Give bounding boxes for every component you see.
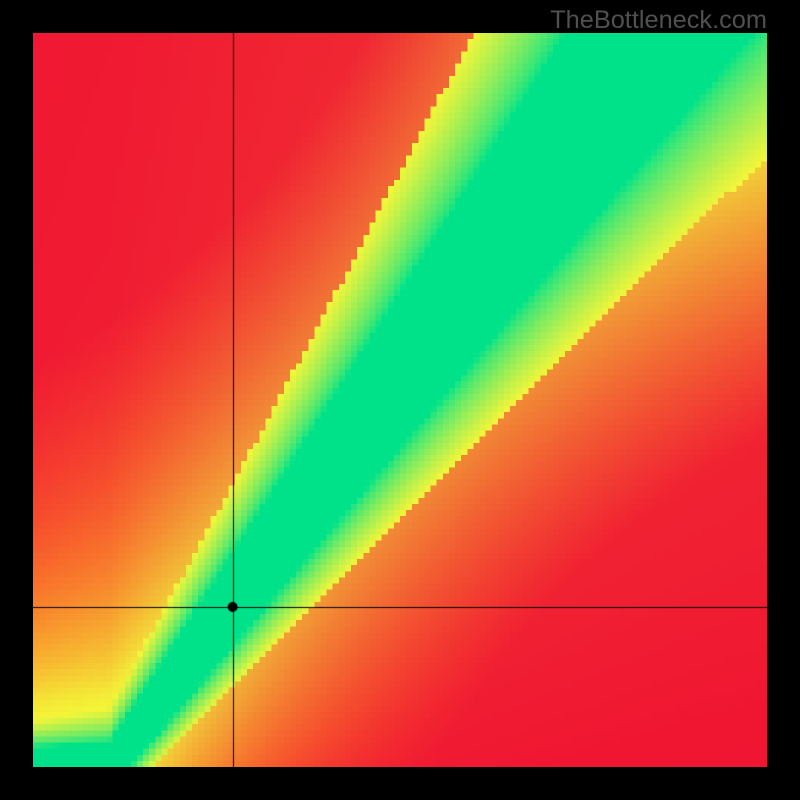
watermark-text: TheBottleneck.com: [550, 6, 767, 35]
crosshair-overlay: [33, 33, 767, 767]
chart-container: TheBottleneck.com: [0, 0, 800, 800]
